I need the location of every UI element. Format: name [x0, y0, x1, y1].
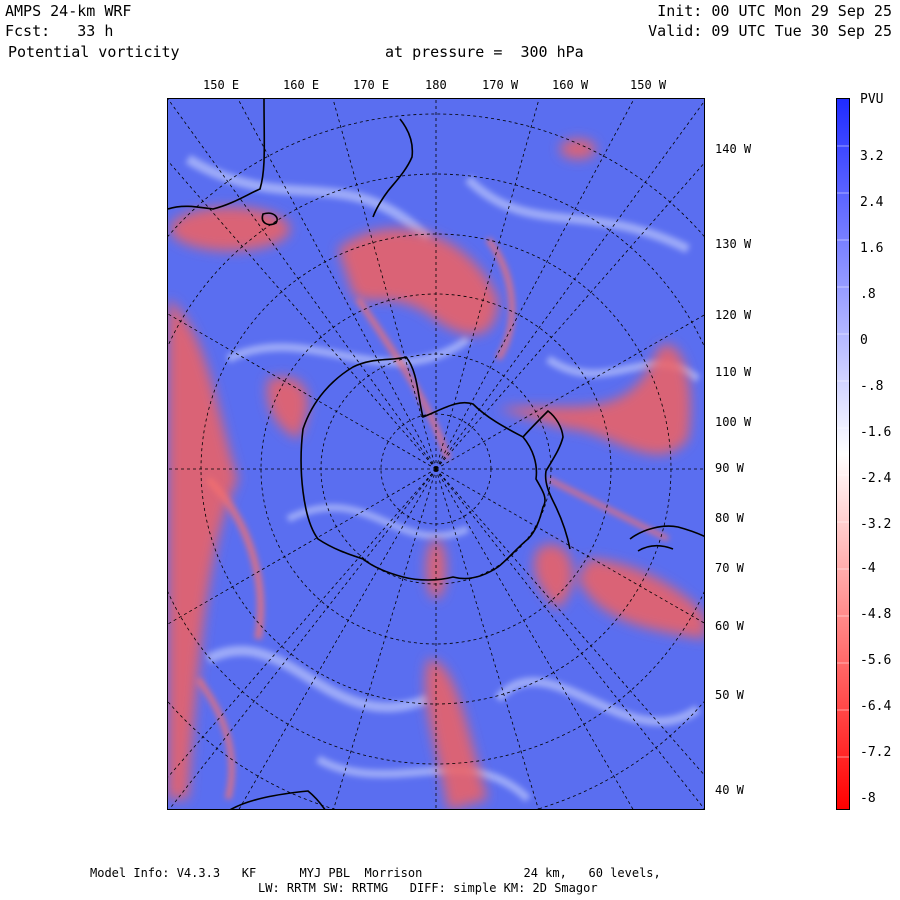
lon-label-top: 180 — [425, 78, 447, 92]
colorbar-tick-label: .8 — [860, 287, 876, 302]
colorbar-tick-label: -7.2 — [860, 745, 892, 760]
colorbar-tick-label: 2.4 — [860, 195, 884, 210]
lon-label-right: 130 W — [715, 237, 752, 251]
southern-coast-bottom — [230, 790, 326, 809]
lon-label-right: 100 W — [715, 415, 752, 429]
lon-label-top: 170 W — [482, 78, 519, 92]
colorbar-tick-label: 1.6 — [860, 241, 884, 256]
colorbar-tick-label: -3.2 — [860, 517, 892, 532]
colorbar-tick-label: 3.2 — [860, 149, 884, 164]
south-america-coast — [629, 525, 704, 540]
pv-colorbar — [836, 98, 850, 810]
lon-label-right: 120 W — [715, 308, 752, 322]
lon-label-right: 60 W — [715, 619, 744, 633]
colorbar-tick-label: -2.4 — [860, 471, 892, 486]
potential-vorticity-map — [167, 98, 705, 810]
antarctic-peninsula-coast — [522, 409, 571, 550]
lon-label-right: 40 W — [715, 783, 744, 797]
map-canvas — [168, 99, 704, 809]
meridians — [168, 99, 704, 809]
coastlines — [168, 99, 704, 809]
tasmania-coast — [261, 212, 278, 226]
model-info-line1: Model Info: V4.3.3 KF MYJ PBL Morrison 2… — [90, 866, 661, 880]
colorbar-tick-label: -.8 — [860, 379, 884, 394]
lon-label-top: 170 E — [353, 78, 390, 92]
pressure-level: at pressure = 300 hPa — [385, 43, 584, 61]
lon-label-right: 70 W — [715, 561, 744, 575]
valid-time: Valid: 09 UTC Tue 30 Sep 25 — [648, 22, 892, 40]
pv-negative-filaments — [195, 237, 670, 800]
field-name: Potential vorticity — [8, 43, 180, 61]
init-time: Init: 00 UTC Mon 29 Sep 25 — [657, 2, 892, 20]
colorbar-unit: PVU — [860, 92, 884, 107]
new-zealand-coast — [372, 118, 414, 218]
colorbar-tick-label: -4 — [860, 561, 876, 576]
lon-label-top: 160 W — [552, 78, 589, 92]
lon-label-top: 150 W — [630, 78, 667, 92]
lon-label-top: 160 E — [283, 78, 320, 92]
australia-coast — [168, 99, 266, 210]
lon-label-right: 110 W — [715, 365, 752, 379]
model-info-line2: LW: RRTM SW: RRTMG DIFF: simple KM: 2D S… — [258, 881, 598, 895]
tierra-del-fuego-coast — [637, 545, 674, 552]
antarctica-coast — [300, 356, 546, 581]
colorbar-tick-label: 0 — [860, 333, 868, 348]
colorbar-tick-label: -1.6 — [860, 425, 892, 440]
forecast-hour: Fcst: 33 h — [5, 22, 114, 40]
lon-label-right: 50 W — [715, 688, 744, 702]
model-title: AMPS 24-km WRF — [5, 2, 132, 20]
lon-label-right: 140 W — [715, 142, 752, 156]
lon-label-right: 90 W — [715, 461, 744, 475]
lon-label-right: 80 W — [715, 511, 744, 525]
colorbar-tick-label: -6.4 — [860, 699, 892, 714]
colorbar-tick-label: -4.8 — [860, 607, 892, 622]
lon-label-top: 150 E — [203, 78, 240, 92]
pv-negative-features — [168, 139, 704, 809]
colorbar-tick-label: -5.6 — [860, 653, 892, 668]
colorbar-ramp — [837, 99, 849, 809]
colorbar-tick-label: -8 — [860, 791, 876, 806]
